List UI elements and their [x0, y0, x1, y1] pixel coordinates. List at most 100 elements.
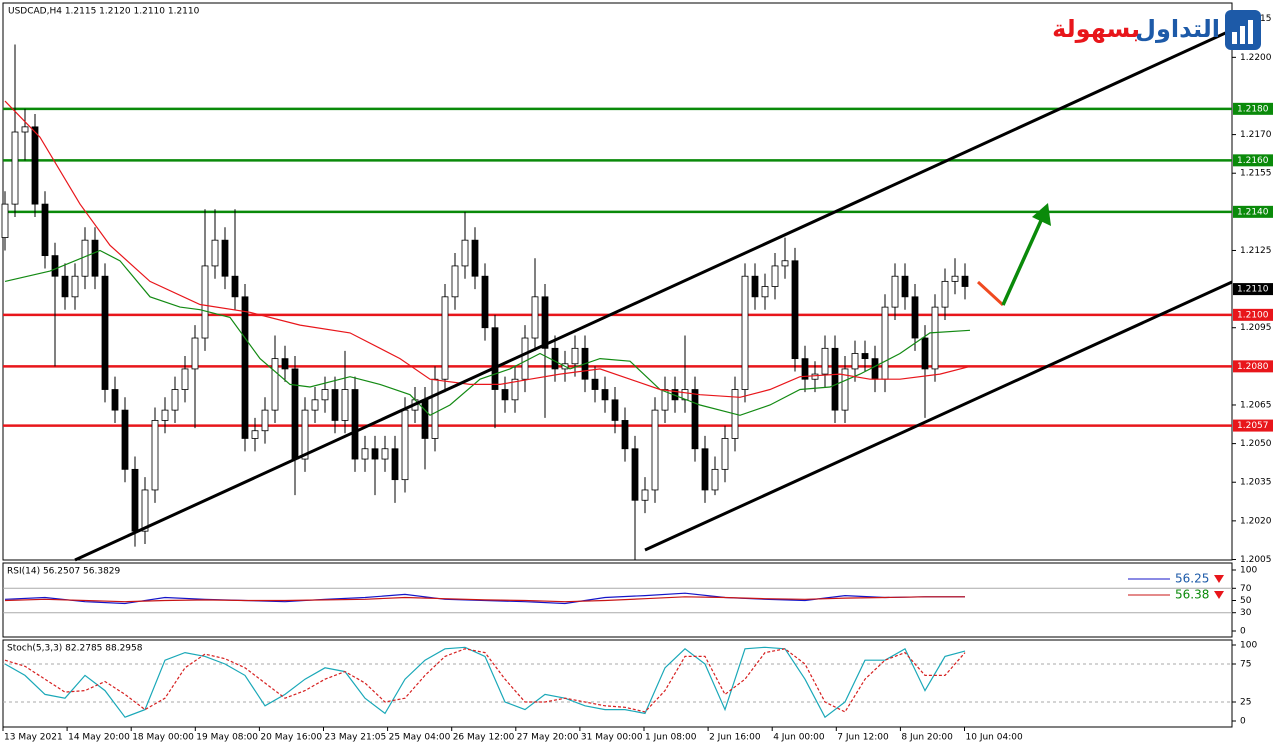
- level-box: [1233, 154, 1273, 167]
- up-arrow-line: [1001, 213, 1046, 306]
- candle-body: [621, 420, 629, 450]
- stoch-panel: [2, 639, 1233, 728]
- legend-arrow: [1214, 575, 1224, 583]
- legend-label: 56.38: [1175, 588, 1209, 602]
- candle-body: [571, 347, 579, 365]
- candle-body: [861, 353, 869, 360]
- candle-body: [451, 265, 459, 298]
- trend-line: [74, 28, 1233, 562]
- candle-body: [461, 239, 469, 267]
- candle-body: [801, 358, 809, 380]
- y-tick-label: 30: [1240, 608, 1252, 618]
- candle-body: [751, 275, 759, 298]
- candle-body: [331, 389, 339, 421]
- x-tick-label: 1 Jun 08:00: [645, 733, 697, 743]
- candle-body: [471, 239, 479, 277]
- candle-body: [281, 358, 289, 370]
- candle-body: [381, 448, 389, 460]
- candle-body: [711, 468, 719, 491]
- candle-body: [501, 389, 509, 401]
- trend-line: [644, 280, 1233, 552]
- level-box: [1233, 102, 1273, 115]
- x-tick-label: 4 Jun 00:00: [773, 733, 825, 743]
- y-tick-label: 1.2005: [1240, 555, 1272, 565]
- y-tick-label: 1.2125: [1240, 246, 1272, 256]
- candle-body: [691, 389, 699, 450]
- candle-body: [871, 358, 879, 380]
- candle-body: [421, 399, 429, 439]
- y-tick-label: 1.2200: [1240, 53, 1272, 63]
- candle-body: [41, 203, 49, 257]
- x-tick-label: 7 Jun 12:00: [837, 733, 889, 743]
- level-label: 1.2160: [1237, 156, 1269, 166]
- candle-body: [111, 389, 119, 411]
- level-label: 1.2057: [1237, 421, 1269, 431]
- candle-body: [961, 275, 969, 287]
- candle-body: [261, 409, 269, 432]
- y-tick-label: 50: [1240, 596, 1252, 606]
- candle-body: [171, 389, 179, 411]
- candle-body: [61, 275, 69, 298]
- candle-body: [941, 280, 949, 308]
- candle-body: [551, 347, 559, 370]
- x-tick-label: 20 May 16:00: [260, 733, 322, 743]
- legend-label: 56.25: [1175, 572, 1209, 586]
- y-tick-label: 70: [1240, 584, 1252, 594]
- candle-body: [241, 296, 249, 439]
- candle-body: [351, 389, 359, 460]
- candle-body: [21, 126, 29, 133]
- y-tick-label: 100: [1240, 566, 1257, 576]
- indicator-line: [4, 249, 971, 417]
- x-tick-label: 27 May 20:00: [517, 733, 579, 743]
- candle-body: [881, 306, 889, 380]
- candle-body: [91, 239, 99, 277]
- level-label: 1.2100: [1237, 310, 1269, 320]
- candle-body: [341, 389, 349, 421]
- level-box: [1233, 205, 1273, 218]
- candle-body: [71, 275, 79, 298]
- x-tick-label: 31 May 00:00: [581, 733, 643, 743]
- y-tick-label: 1.2170: [1240, 130, 1272, 140]
- candle-body: [951, 275, 959, 282]
- candle-body: [121, 409, 129, 470]
- y-tick-label: 25: [1240, 698, 1251, 708]
- candle-body: [481, 275, 489, 329]
- y-tick-label: 75: [1240, 660, 1251, 670]
- level-label: 1.2180: [1237, 104, 1269, 114]
- candle-body: [821, 347, 829, 375]
- y-tick-label: 1.2065: [1240, 400, 1272, 410]
- candle-body: [651, 409, 659, 491]
- candle-body: [221, 239, 229, 277]
- main-panel: [2, 2, 1233, 561]
- logo-bar: [1248, 20, 1253, 44]
- price-label: 1.2110: [1237, 285, 1269, 295]
- candle-body: [851, 353, 859, 370]
- x-tick-label: 26 May 12:00: [453, 733, 515, 743]
- candle-body: [131, 468, 139, 532]
- level-box: [1233, 419, 1273, 432]
- logo-word: بسهولة: [1052, 15, 1140, 43]
- candle-body: [1, 203, 9, 238]
- candle-body: [291, 368, 299, 460]
- candle-body: [521, 337, 529, 380]
- y-tick-label: 0: [1240, 627, 1246, 637]
- x-tick-label: 18 May 00:00: [132, 733, 194, 743]
- candle-body: [311, 399, 319, 411]
- x-tick-label: 10 Jun 04:00: [966, 733, 1023, 743]
- y-tick-label: 1.2155: [1240, 169, 1272, 179]
- candle-body: [191, 337, 199, 370]
- candle-body: [591, 378, 599, 390]
- candle-body: [641, 489, 649, 501]
- candle-body: [401, 409, 409, 481]
- candle-body: [931, 306, 939, 370]
- candle-body: [831, 347, 839, 411]
- x-tick-label: 13 May 2021: [4, 733, 63, 743]
- candle-body: [151, 420, 159, 491]
- legend-arrow: [1214, 591, 1224, 599]
- candle-body: [541, 296, 549, 349]
- candle-body: [921, 337, 929, 370]
- candle-body: [101, 275, 109, 390]
- candle-body: [741, 275, 749, 390]
- candle-body: [81, 239, 89, 277]
